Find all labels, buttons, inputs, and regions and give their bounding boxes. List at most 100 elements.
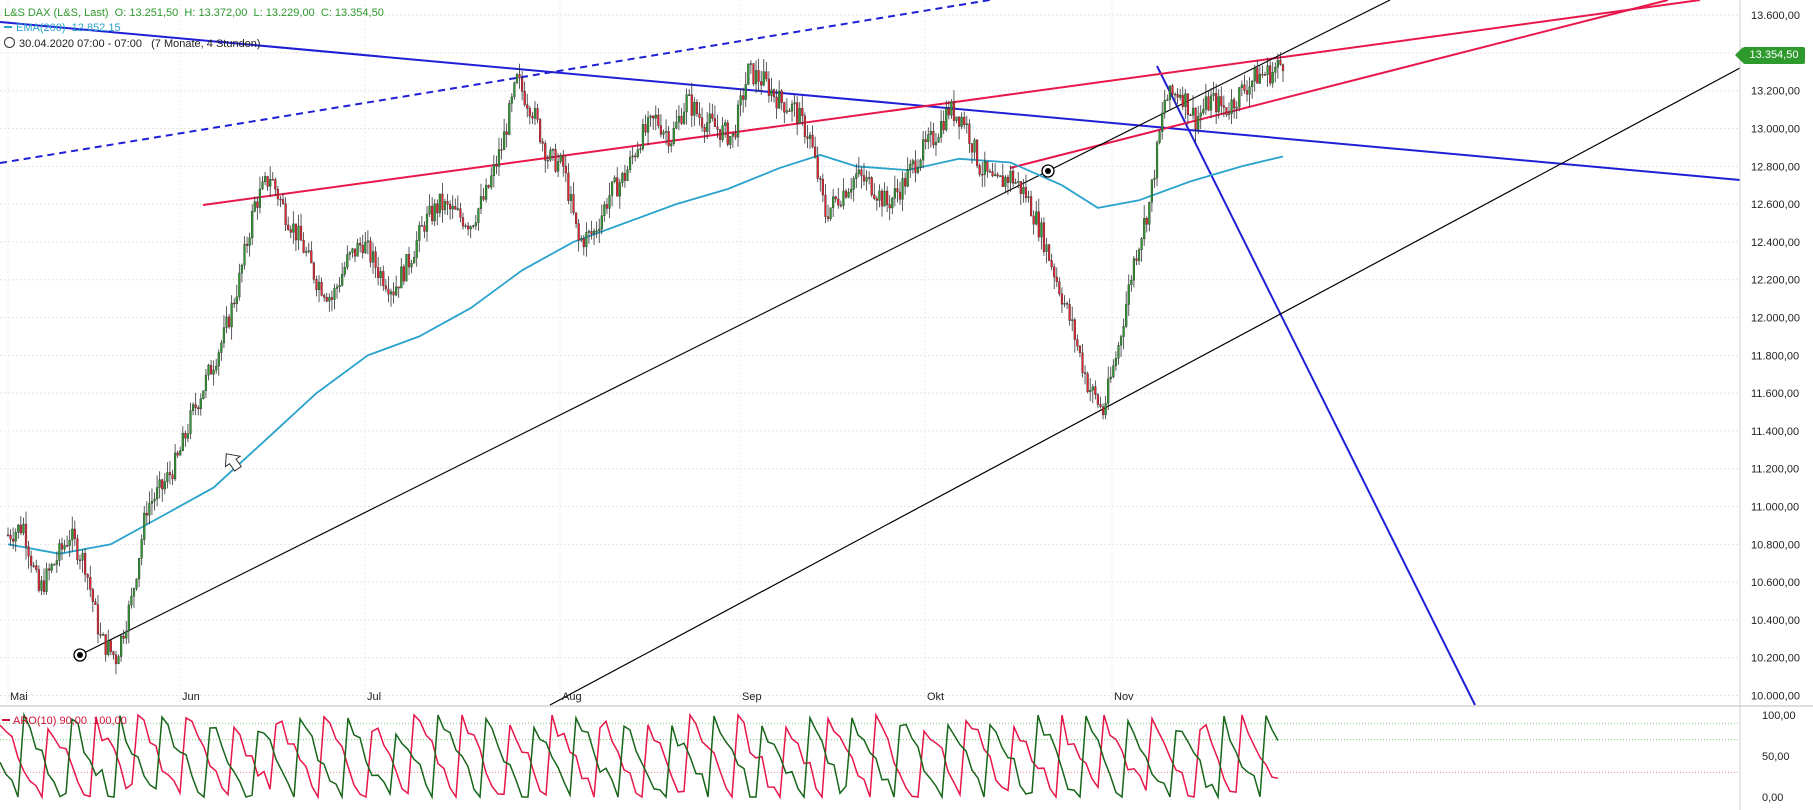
candle-body bbox=[459, 208, 462, 218]
price-tick-label: 11.600,00 bbox=[1751, 388, 1799, 400]
candle-body bbox=[122, 635, 125, 639]
black-trend-lower bbox=[549, 67, 1741, 706]
candle-body bbox=[981, 174, 984, 176]
ema-swatch-icon bbox=[4, 26, 12, 28]
candle-body bbox=[796, 102, 799, 124]
candle-body bbox=[366, 240, 369, 243]
candle-body bbox=[40, 580, 43, 591]
candle-body bbox=[1050, 260, 1053, 268]
candle-body bbox=[472, 225, 475, 227]
candle-body bbox=[950, 101, 953, 116]
candle-body bbox=[1065, 303, 1069, 305]
descending-resistance-line bbox=[0, 21, 1741, 181]
trendlines[interactable] bbox=[0, 0, 1741, 706]
candle-body bbox=[341, 274, 344, 286]
candle-body bbox=[541, 141, 544, 144]
price-tick-label: 10.800,00 bbox=[1751, 539, 1800, 551]
candle-body bbox=[662, 131, 665, 135]
candle-body bbox=[379, 271, 382, 278]
candle-body bbox=[163, 481, 166, 490]
candle-body bbox=[649, 115, 652, 118]
grid-lines bbox=[0, 0, 1740, 705]
aroon-value-2: 100,00 bbox=[93, 715, 127, 727]
candle-body bbox=[297, 225, 300, 241]
candle-body bbox=[1181, 94, 1184, 107]
ema-200-line bbox=[7, 154, 1284, 555]
candle-body bbox=[271, 179, 274, 181]
candle-body bbox=[993, 174, 997, 177]
candle-body bbox=[577, 223, 580, 241]
candle-body bbox=[999, 175, 1002, 177]
candle-body bbox=[626, 169, 629, 181]
candle-body bbox=[760, 81, 763, 86]
candle-body bbox=[449, 204, 452, 210]
candle-body bbox=[554, 149, 557, 172]
candle-body bbox=[248, 237, 251, 246]
candle-body bbox=[1096, 394, 1100, 405]
symbol-label: L&S DAX (L&S, Last) bbox=[4, 7, 109, 19]
candle-body bbox=[1119, 336, 1123, 346]
aroon-tick-label: 100,00 bbox=[1762, 710, 1796, 722]
anchor-markers[interactable] bbox=[73, 164, 1055, 662]
candle-body bbox=[315, 279, 318, 290]
aroon-value-1: 90,00 bbox=[59, 715, 87, 727]
candle-body bbox=[389, 291, 393, 295]
candle-body bbox=[955, 116, 958, 121]
candle-body bbox=[310, 250, 313, 264]
candle-body bbox=[415, 240, 418, 258]
candle-body bbox=[104, 634, 107, 655]
aroon-down-line bbox=[0, 712, 1279, 800]
candle-body bbox=[814, 146, 817, 158]
candle-body bbox=[693, 102, 696, 116]
aroon-swatch-icon bbox=[2, 719, 10, 721]
candle-body bbox=[305, 251, 308, 253]
candle-body bbox=[1240, 84, 1243, 88]
candle-body bbox=[875, 198, 878, 201]
candle-body bbox=[1014, 182, 1017, 184]
candle-body bbox=[289, 229, 292, 233]
candle-body bbox=[724, 122, 727, 126]
candle-body bbox=[721, 125, 724, 140]
candle-body bbox=[947, 108, 950, 116]
candle-body bbox=[81, 552, 84, 561]
aroon-legend: ARO(10) 90,00 100,00 bbox=[2, 715, 127, 727]
candle-body bbox=[328, 297, 331, 302]
candle-body bbox=[364, 241, 367, 254]
candle-body bbox=[862, 175, 866, 182]
candle-body bbox=[382, 271, 385, 287]
candle-body bbox=[171, 474, 174, 480]
candle-body bbox=[225, 316, 228, 328]
candle-body bbox=[608, 195, 611, 209]
price-tick-label: 11.000,00 bbox=[1751, 502, 1799, 514]
candle-body bbox=[551, 149, 555, 151]
candle-body bbox=[1173, 93, 1177, 96]
candle-body bbox=[1137, 249, 1141, 261]
candle-body bbox=[852, 178, 855, 190]
candle-body bbox=[384, 285, 387, 290]
candle-body bbox=[423, 225, 426, 232]
candle-body bbox=[284, 203, 287, 226]
candle-body bbox=[1153, 177, 1156, 180]
candle-body bbox=[1145, 218, 1148, 225]
candle-body bbox=[505, 131, 508, 135]
candle-body bbox=[783, 102, 786, 113]
candle-body bbox=[1011, 170, 1015, 184]
candle-body bbox=[114, 654, 118, 665]
candle-body bbox=[99, 633, 102, 636]
candle-body bbox=[207, 364, 210, 376]
candle-body bbox=[819, 178, 822, 180]
candle-body bbox=[1101, 406, 1105, 416]
candle-body bbox=[675, 121, 678, 129]
candle-body bbox=[258, 188, 262, 208]
candle-body bbox=[564, 165, 567, 174]
open-value: O: 13.251,50 bbox=[114, 7, 179, 19]
candle-body bbox=[1235, 107, 1238, 109]
candle-body bbox=[968, 123, 971, 144]
candle-body bbox=[217, 352, 220, 367]
candle-body bbox=[695, 102, 699, 114]
candle-body bbox=[446, 201, 449, 205]
candle-body bbox=[562, 155, 565, 167]
candle-body bbox=[585, 232, 588, 248]
price-tick-label: 11.800,00 bbox=[1751, 350, 1799, 362]
